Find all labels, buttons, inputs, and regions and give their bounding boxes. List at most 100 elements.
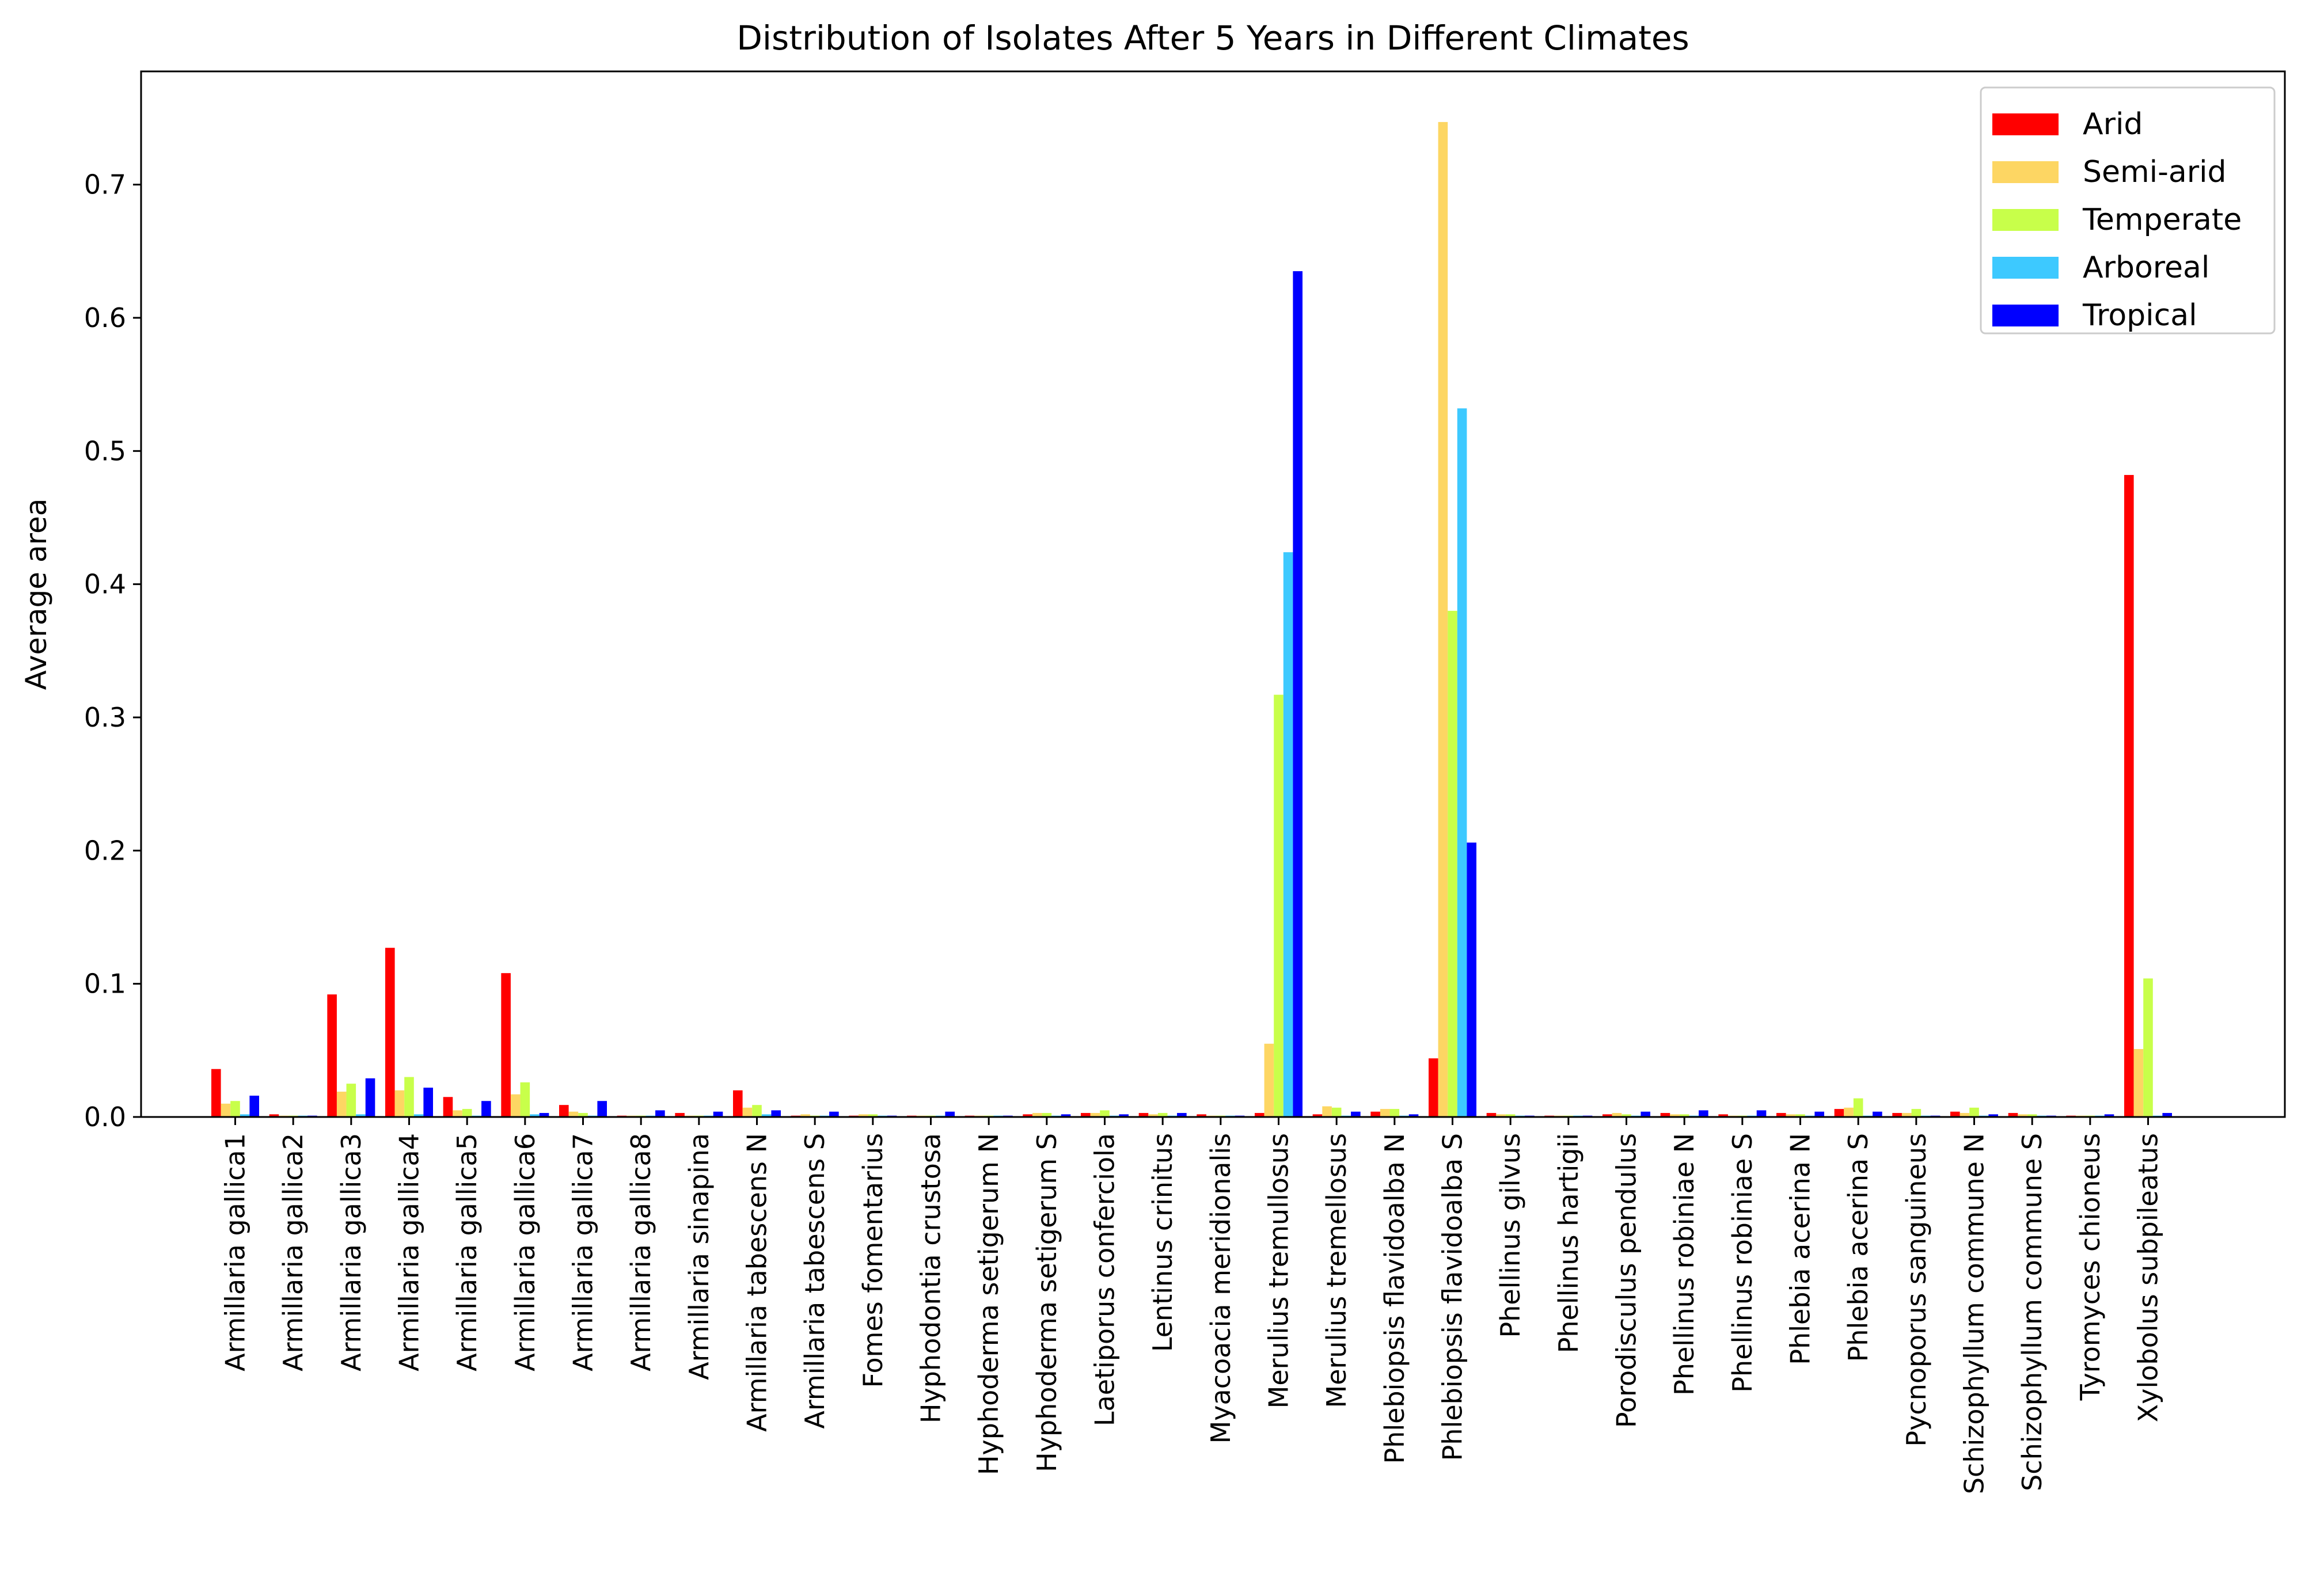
x-tick-label: Xylobolus subpileatus [2133,1133,2164,1422]
bar-tropical-0 [249,1095,259,1117]
bar-tropical-12 [945,1111,955,1117]
bar-arid-18 [1255,1113,1264,1117]
bar-arid-33 [2124,474,2134,1118]
bar-temperate-20 [1389,1109,1400,1117]
x-tick-label: Phellinus hartigii [1553,1133,1584,1353]
legend-label-temperate: Temperate [2082,203,2242,237]
legend-label-tropical: Tropical [2082,298,2197,333]
y-tick-label: 0.7 [84,169,126,200]
bar-arboreal-21 [1457,408,1467,1117]
bar-temperate-33 [2143,978,2153,1117]
x-tick-label: Pycnoporus sanguineus [1901,1133,1932,1447]
x-tick-label: Phellinus robiniae N [1669,1133,1700,1396]
chart-title: Distribution of Isolates After 5 Years i… [736,18,1689,58]
bar-temperate-28 [1853,1098,1863,1117]
bar-semi-arid-25 [1670,1114,1680,1117]
x-tick-label: Armillaria gallica6 [510,1133,541,1371]
bar-arid-1 [269,1114,279,1117]
bar-semi-arid-16 [1148,1114,1158,1117]
x-tick-label: Laetiporus conferciola [1089,1133,1121,1426]
bar-arboreal-2 [356,1114,366,1117]
x-tick-label: Merulius tremellosus [1321,1133,1352,1408]
legend-swatch-arboreal [1992,257,2059,279]
bar-semi-arid-33 [2133,1049,2144,1117]
x-tick-label: Hyphodontia crustosa [916,1133,947,1423]
bar-tropical-32 [2104,1114,2114,1117]
bar-arid-17 [1197,1114,1206,1117]
x-tick-label: Lentinus crinitus [1147,1133,1178,1352]
bar-semi-arid-18 [1264,1043,1274,1117]
y-tick-label: 0.4 [84,569,126,600]
y-axis-ticks: 0.0 0.1 0.2 0.3 0.4 0.5 0.6 0.7 [84,169,141,1133]
bar-tropical-9 [771,1110,781,1117]
bar-semi-arid-21 [1438,121,1448,1117]
x-tick-label: Phlebiopsis flavidoalba S [1437,1133,1468,1461]
bar-arid-14 [1023,1114,1032,1117]
bar-arboreal-0 [240,1114,250,1117]
x-tick-label: Armillaria tabescens S [799,1133,830,1429]
legend-label-semi-arid: Semi-arid [2083,155,2227,189]
bar-arboreal-3 [413,1114,424,1117]
bar-arboreal-5 [530,1114,540,1117]
bar-tropical-33 [2162,1113,2172,1117]
bar-temperate-9 [752,1105,762,1117]
x-tick-label: Merulius tremullosus [1263,1133,1294,1408]
y-axis-title: Average area [20,499,53,690]
x-tick-label: Armillaria sinapina [683,1133,715,1380]
bar-temperate-31 [2027,1114,2037,1117]
x-tick-label: Phellinus robiniae S [1727,1133,1758,1393]
bar-tropical-7 [655,1110,665,1117]
bar-arid-22 [1486,1113,1497,1117]
bar-tropical-24 [1641,1111,1650,1117]
bar-semi-arid-30 [1960,1113,1970,1117]
x-tick-label: Armillaria gallica8 [625,1133,656,1371]
bar-temperate-11 [868,1114,878,1117]
bar-tropical-8 [713,1111,723,1117]
bar-semi-arid-3 [394,1090,405,1117]
bar-semi-arid-10 [800,1114,810,1117]
bar-arid-15 [1081,1113,1091,1117]
x-tick-label: Armillaria gallica1 [220,1133,251,1371]
bar-tropical-4 [481,1101,491,1117]
bar-arid-19 [1312,1114,1323,1117]
bar-tropical-14 [1061,1114,1071,1117]
legend-swatch-semi-arid [1992,161,2059,183]
plot-frame [140,70,2286,1118]
bar-semi-arid-27 [1786,1114,1796,1117]
x-tick-label: Schizophyllum commune N [1959,1133,1990,1494]
bar-temperate-22 [1505,1114,1516,1117]
bar-tropical-3 [423,1088,433,1117]
x-tick-label: Fomes fomentarius [857,1133,888,1388]
bar-tropical-15 [1119,1114,1129,1117]
y-tick-label: 0.1 [84,968,126,1000]
x-tick-label: Phellinus gilvus [1495,1133,1526,1338]
bar-tropical-25 [1699,1110,1708,1117]
x-tick-label: Myacoacia meridionalis [1205,1133,1236,1443]
x-axis-ticks: Armillaria gallica1 Armillaria gallica2 Ar… [220,1117,2164,1494]
bar-temperate-21 [1448,610,1457,1117]
legend: Arid Semi-arid Temperate Arboreal Tropical [1980,86,2276,335]
bar-arid-26 [1718,1114,1728,1117]
bar-semi-arid-5 [510,1094,521,1117]
y-tick-label: 0.5 [84,435,126,466]
bar-arid-9 [733,1090,743,1117]
bar-tropical-28 [1873,1111,1882,1117]
bar-temperate-24 [1622,1114,1631,1117]
x-tick-label: Armillaria gallica3 [336,1133,367,1371]
bar-tropical-30 [1988,1114,1998,1117]
bar-arid-0 [211,1069,221,1117]
bar-tropical-27 [1814,1111,1824,1117]
legend-label-arid: Arid [2083,107,2143,142]
bar-temperate-19 [1331,1107,1342,1117]
bar-temperate-16 [1157,1113,1168,1117]
x-tick-label: Porodisculus pendulus [1611,1133,1642,1428]
x-tick-label: Armillaria tabescens N [742,1133,773,1432]
bar-semi-arid-14 [1032,1113,1042,1117]
bar-semi-arid-20 [1380,1109,1390,1117]
bar-arid-28 [1834,1109,1844,1117]
bar-temperate-5 [520,1082,530,1117]
bar-semi-arid-11 [858,1114,868,1117]
bar-tropical-18 [1293,271,1303,1117]
bar-tropical-6 [597,1101,607,1117]
